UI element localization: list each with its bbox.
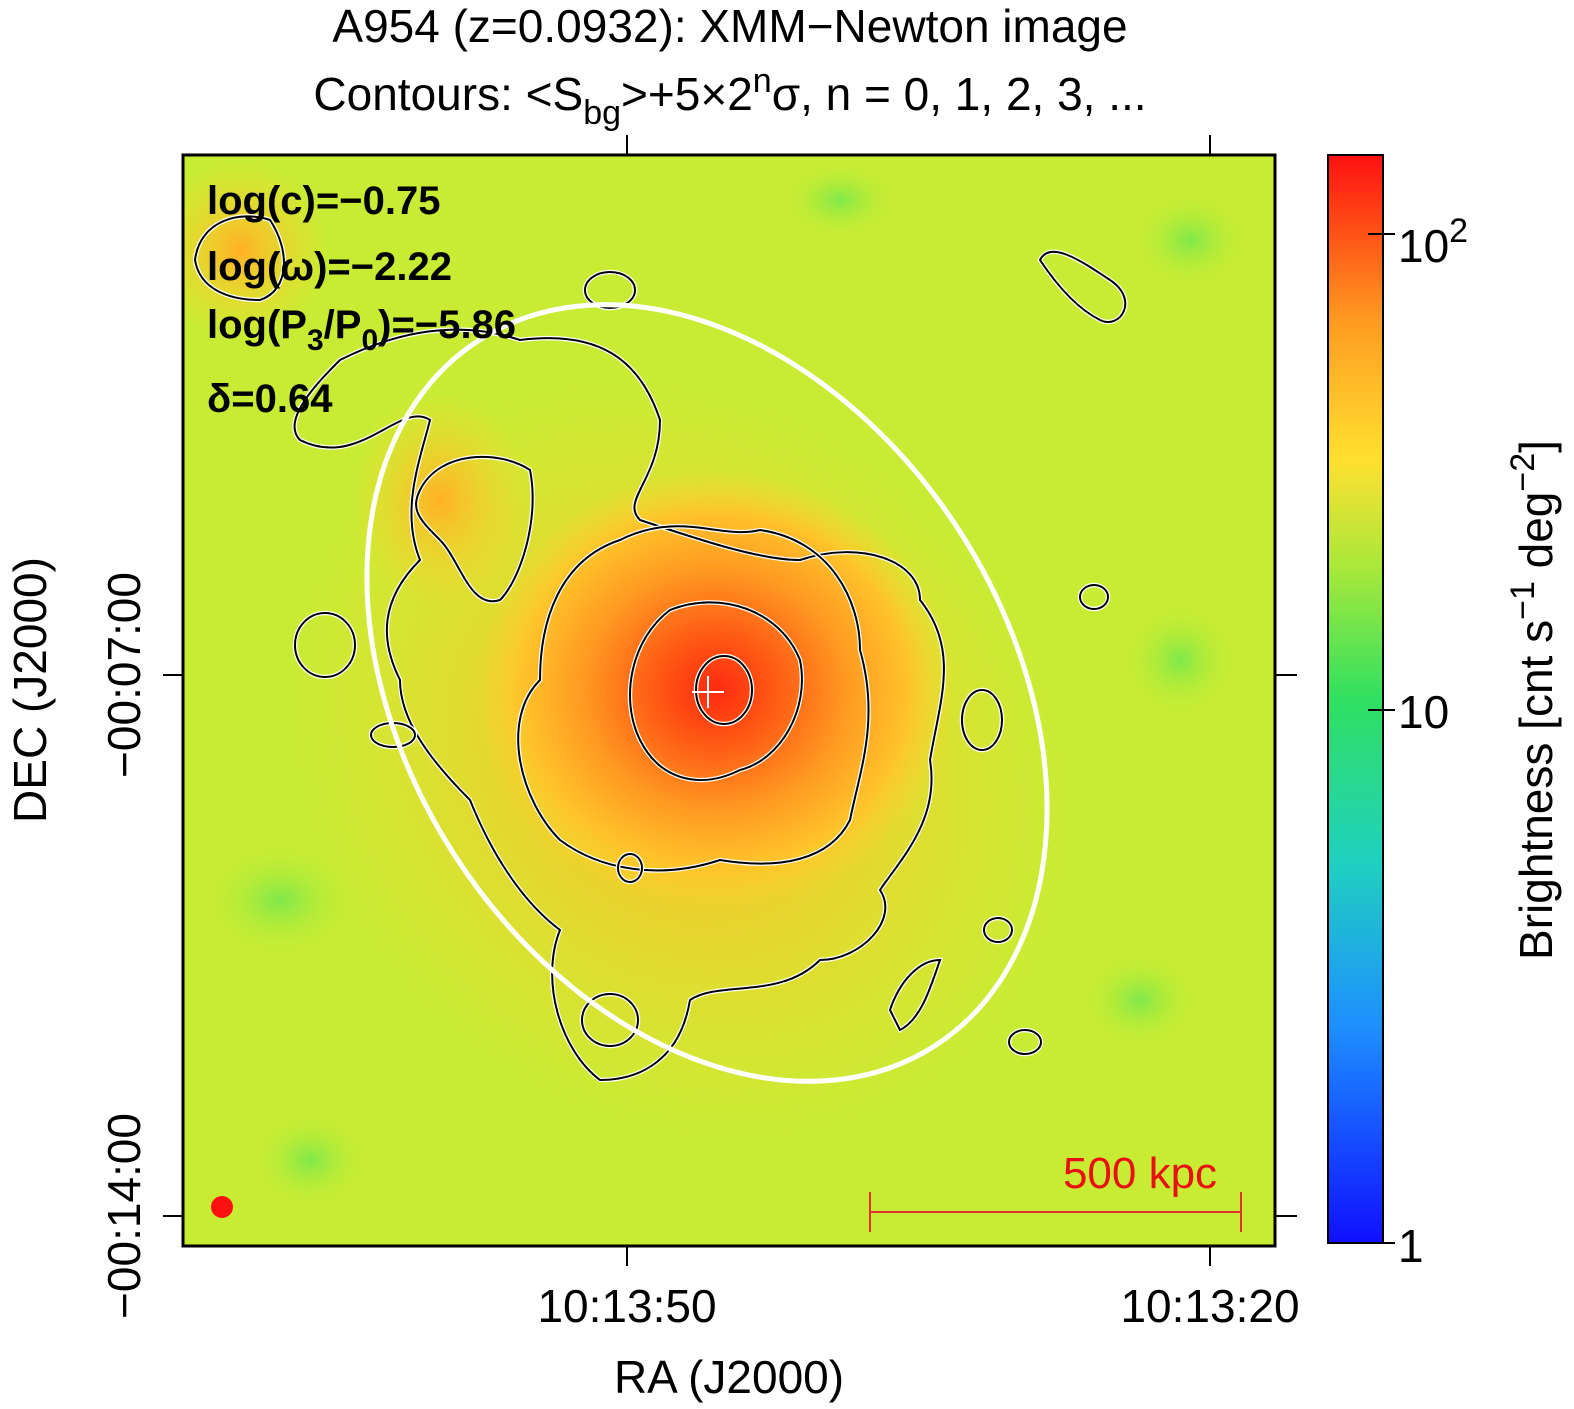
contours — [192, 214, 1128, 1083]
annotation-part: /P — [324, 303, 362, 347]
annotation: log(c)=−0.75 — [207, 179, 440, 223]
colorbar — [1327, 154, 1384, 1244]
image — [183, 155, 1275, 1246]
colorbar-tick-exp: 2 — [1449, 212, 1468, 250]
plot-frame — [181, 153, 1277, 1248]
colorbar-label-part: ] — [1510, 440, 1562, 453]
colorbar-ticks — [1368, 233, 1395, 1244]
psf — [211, 1196, 233, 1218]
subtitle-part: Contours: <S — [313, 68, 583, 120]
y-tick-label: −00:07:00 — [98, 572, 150, 778]
annotation: log(ω)=−2.22 — [207, 245, 452, 289]
annotation-part: log(P — [207, 303, 307, 347]
colorbar-tick-label: 10 — [1398, 686, 1449, 738]
annotation-part: )=−5.86 — [378, 303, 516, 347]
subtitle-part: >+5×2 — [621, 68, 753, 120]
colorbar-tick-base: 10 — [1398, 220, 1449, 272]
colorbar-label: Brightness [cnt s−1 deg−2] — [1504, 440, 1562, 960]
colorbar-tick-label: 1 — [1398, 1220, 1424, 1272]
y-axis-label: DEC (J2000) — [4, 557, 56, 823]
aperture — [364, 302, 1050, 1084]
annotation-sub: 0 — [361, 324, 378, 357]
subtitle-sup: n — [753, 62, 772, 100]
centroid — [692, 676, 724, 708]
x-tick-label: 10:13:50 — [537, 1280, 716, 1332]
annotation: δ=0.64 — [207, 377, 333, 421]
ticks — [163, 135, 1297, 1266]
colorbar-label-part: Brightness [cnt s — [1510, 620, 1562, 960]
subtitle: Contours: <Sbg>+5×2nσ, n = 0, 1, 2, 3, .… — [313, 62, 1146, 132]
colorbar-label-part: deg — [1510, 492, 1562, 582]
x-axis-label: RA (J2000) — [614, 1351, 844, 1403]
subtitle-part: σ, n = 0, 1, 2, 3, ... — [772, 68, 1147, 120]
colorbar-tick-label: 102 — [1398, 212, 1468, 272]
subtitle-sub: bg — [583, 94, 621, 132]
scale-bar — [869, 1192, 1242, 1232]
colorbar-label-sup: −1 — [1504, 581, 1542, 620]
colorbar-label-sup: −2 — [1504, 453, 1542, 492]
annotation: log(P3/P0)=−5.86 — [207, 303, 516, 357]
scale-bar-label: 500 kpc — [1063, 1149, 1217, 1198]
x-tick-label: 10:13:20 — [1120, 1280, 1299, 1332]
annotation-sub: 3 — [307, 324, 324, 357]
y-tick-label: −00:14:00 — [98, 1113, 150, 1319]
title: A954 (z=0.0932): XMM−Newton image — [332, 0, 1127, 52]
